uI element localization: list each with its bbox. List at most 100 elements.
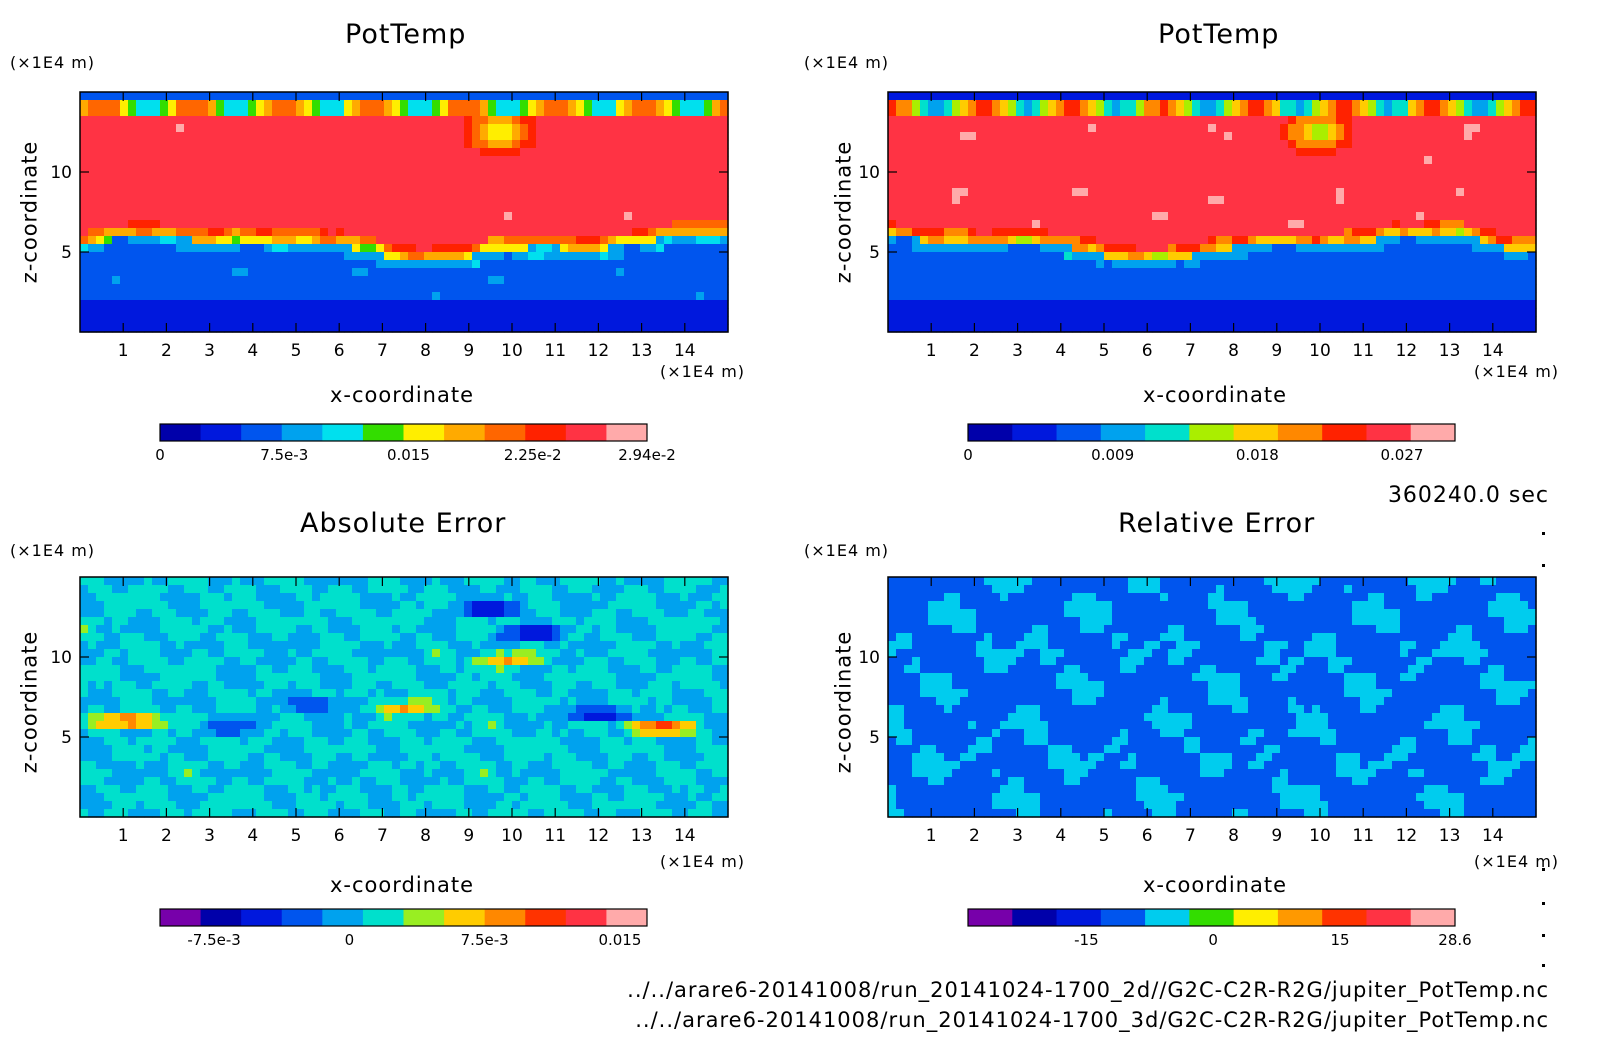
heatmap-cell — [1136, 300, 1145, 309]
heatmap-cell — [1192, 324, 1201, 333]
heatmap-cell — [608, 292, 617, 301]
heatmap-cell — [1176, 316, 1185, 325]
heatmap-cell — [1080, 252, 1089, 261]
heatmap-cell — [200, 228, 209, 237]
heatmap-cell — [1272, 148, 1281, 157]
heatmap-cell — [1264, 100, 1273, 109]
heatmap-cell — [584, 276, 593, 285]
heatmap-cell — [368, 180, 377, 189]
heatmap-cell — [920, 140, 929, 149]
heatmap-cell — [176, 324, 185, 333]
heatmap-cell — [1440, 260, 1449, 269]
heatmap-cell — [1416, 220, 1425, 229]
heatmap-cell — [592, 180, 601, 189]
heatmap-cell — [472, 124, 481, 133]
heatmap-cell — [536, 260, 545, 269]
heatmap-cell — [552, 108, 561, 117]
heatmap-cell — [1136, 132, 1145, 141]
heatmap-cell — [896, 140, 905, 149]
heatmap-cell — [680, 116, 689, 125]
heatmap-cell — [408, 188, 417, 197]
heatmap-cell — [424, 124, 433, 133]
heatmap-cell — [688, 220, 697, 229]
heatmap-cell — [240, 268, 249, 277]
heatmap-cell — [1496, 212, 1505, 221]
heatmap-cell — [912, 172, 921, 181]
heatmap-cell — [656, 140, 665, 149]
heatmap-cell — [1168, 164, 1177, 173]
heatmap-cell — [512, 308, 521, 317]
heatmap-cell — [456, 124, 465, 133]
heatmap-cell — [1472, 124, 1481, 133]
heatmap-cell — [192, 100, 201, 109]
heatmap-cell — [296, 316, 305, 325]
heatmap-cell — [1016, 316, 1025, 325]
heatmap-cell — [1424, 116, 1433, 125]
heatmap-cell — [96, 124, 105, 133]
heatmap-cell — [1320, 164, 1329, 173]
heatmap-cell — [952, 276, 961, 285]
heatmap-cell — [1264, 220, 1273, 229]
heatmap-cell — [1224, 124, 1233, 133]
heatmap-cell — [912, 284, 921, 293]
heatmap-cell — [440, 156, 449, 165]
heatmap-cell — [1344, 116, 1353, 125]
heatmap-cell — [1224, 180, 1233, 189]
heatmap-cell — [1488, 140, 1497, 149]
heatmap-cell — [1496, 196, 1505, 205]
heatmap-cell — [184, 228, 193, 237]
heatmap-cell — [240, 308, 249, 317]
heatmap-cell — [440, 196, 449, 205]
heatmap-cell — [376, 108, 385, 117]
heatmap-cell — [536, 324, 545, 333]
heatmap-cell — [1336, 324, 1345, 333]
heatmap-cell — [240, 188, 249, 197]
heatmap-cell — [1088, 172, 1097, 181]
heatmap-cell — [1368, 132, 1377, 141]
heatmap-cell — [1440, 156, 1449, 165]
heatmap-cell — [536, 92, 545, 101]
heatmap-cell — [576, 92, 585, 101]
heatmap-cell — [1056, 124, 1065, 133]
heatmap-cell — [1128, 228, 1137, 237]
heatmap-cell — [1472, 276, 1481, 285]
heatmap-cell — [976, 308, 985, 317]
heatmap-cell — [456, 116, 465, 125]
heatmap-cell — [888, 268, 897, 277]
heatmap-cell — [904, 236, 913, 245]
heatmap-cell — [1472, 180, 1481, 189]
heatmap-cell — [1312, 180, 1321, 189]
heatmap-cell — [912, 164, 921, 173]
heatmap-cell — [1088, 228, 1097, 237]
heatmap-cell — [192, 252, 201, 261]
heatmap-cell — [1488, 204, 1497, 213]
heatmap-cell — [1224, 268, 1233, 277]
heatmap-cell — [648, 108, 657, 117]
heatmap-cell — [1064, 284, 1073, 293]
heatmap-cell — [1408, 260, 1417, 269]
heatmap-cell — [1008, 268, 1017, 277]
heatmap-cell — [968, 236, 977, 245]
heatmap-cell — [1392, 116, 1401, 125]
heatmap-cell — [688, 308, 697, 317]
heatmap-cell — [1200, 124, 1209, 133]
heatmap-cell — [1328, 316, 1337, 325]
heatmap-cell — [1264, 108, 1273, 117]
heatmap-cell — [1192, 316, 1201, 325]
heatmap-cell — [1048, 180, 1057, 189]
heatmap-cell — [136, 204, 145, 213]
heatmap-cell — [400, 164, 409, 173]
heatmap-cell — [264, 276, 273, 285]
heatmap-cell — [296, 164, 305, 173]
heatmap-cell — [384, 188, 393, 197]
heatmap-cell — [184, 284, 193, 293]
heatmap-cell — [544, 260, 553, 269]
heatmap-cell — [1232, 236, 1241, 245]
heatmap-cell — [232, 164, 241, 173]
heatmap-cell — [272, 236, 281, 245]
heatmap-cell — [152, 292, 161, 301]
heatmap-cell — [656, 172, 665, 181]
heatmap-cell — [672, 188, 681, 197]
heatmap-cell — [552, 188, 561, 197]
heatmap-cell — [600, 316, 609, 325]
